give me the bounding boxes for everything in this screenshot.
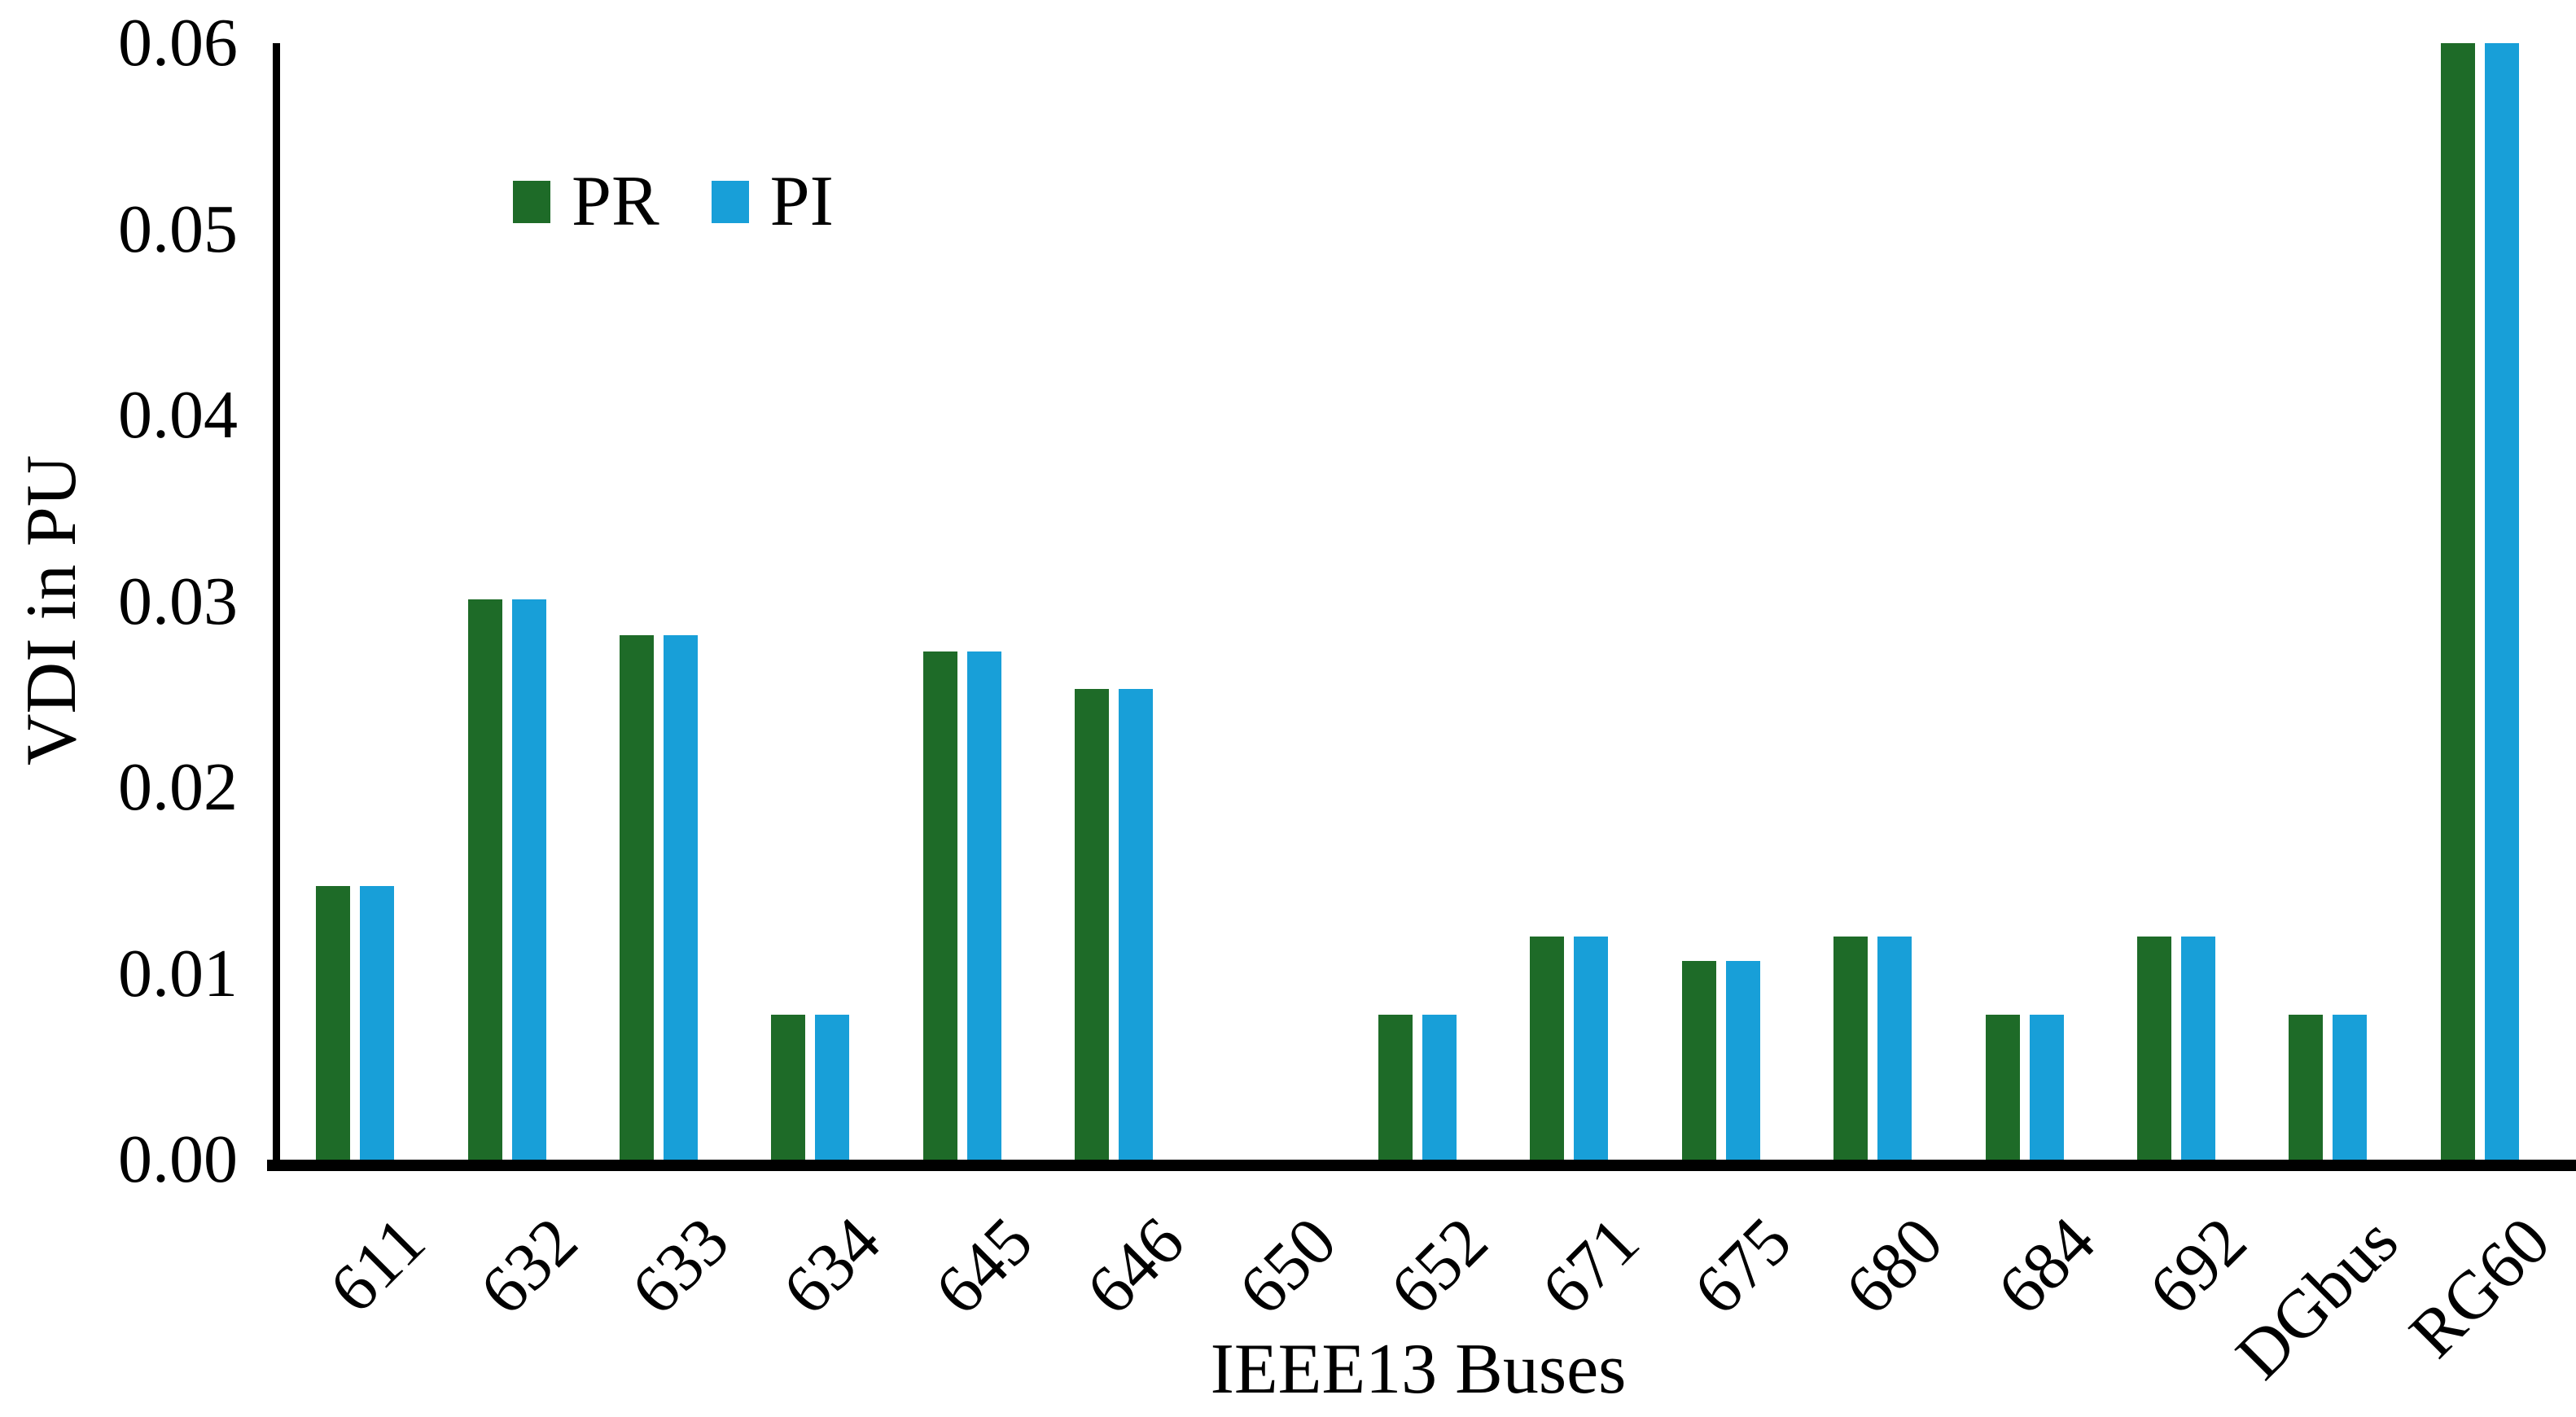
bar-pr-680	[1833, 937, 1868, 1160]
x-tick-680: 680	[1831, 1203, 1958, 1330]
legend-swatch-pi	[711, 181, 749, 223]
x-tick-652: 652	[1376, 1203, 1503, 1330]
bar-pi-634	[815, 1015, 850, 1160]
y-tick-0.04: 0.04	[118, 377, 238, 453]
x-tick-611: 611	[315, 1203, 440, 1327]
y-tick-0.01: 0.01	[118, 935, 238, 1011]
y-tick-0.06: 0.06	[118, 5, 238, 81]
y-tick-0.03: 0.03	[118, 563, 238, 639]
bar-pr-DGbus	[2289, 1015, 2324, 1160]
x-tick-675: 675	[1680, 1203, 1806, 1330]
bar-pi-652	[1422, 1015, 1457, 1160]
x-tick-684: 684	[1982, 1203, 2109, 1330]
bar-pi-646	[1119, 689, 1154, 1160]
bar-pi-684	[2029, 1015, 2064, 1160]
bar-pr-645	[922, 651, 957, 1160]
legend-swatch-pr	[513, 181, 550, 223]
bar-pr-632	[467, 599, 502, 1160]
bar-pi-671	[1574, 937, 1609, 1160]
x-tick-634: 634	[769, 1203, 896, 1330]
y-tick-0.05: 0.05	[118, 191, 238, 267]
x-tick-645: 645	[921, 1203, 1047, 1330]
x-tick-632: 632	[465, 1203, 592, 1330]
bar-pi-RG60	[2484, 43, 2519, 1160]
bar-pr-692	[2137, 937, 2171, 1160]
bar-pr-634	[771, 1015, 806, 1160]
bar-pr-RG60	[2440, 43, 2475, 1160]
legend: PR PI	[513, 165, 834, 239]
bar-pi-DGbus	[2333, 1015, 2368, 1160]
y-tick-0.02: 0.02	[118, 749, 238, 825]
x-tick-650: 650	[1224, 1203, 1351, 1330]
bar-pr-671	[1530, 937, 1565, 1160]
bar-pr-646	[1075, 689, 1110, 1160]
bar-pi-611	[360, 886, 395, 1160]
legend-label-pi: PI	[769, 162, 834, 241]
x-tick-633: 633	[617, 1203, 744, 1330]
bar-pi-645	[966, 651, 1001, 1160]
y-tick-0.00: 0.00	[118, 1121, 238, 1197]
bar-pi-632	[511, 599, 546, 1160]
x-tick-646: 646	[1072, 1203, 1199, 1330]
y-axis-line	[273, 43, 280, 1171]
bar-pr-652	[1378, 1015, 1413, 1160]
bar-pr-684	[1985, 1015, 2020, 1160]
bar-pr-633	[620, 635, 654, 1160]
bar-pr-675	[1681, 961, 1716, 1160]
bar-pi-675	[1725, 961, 1760, 1160]
bar-pi-633	[664, 635, 698, 1160]
x-tick-671: 671	[1527, 1203, 1654, 1330]
bar-pi-680	[1877, 937, 1912, 1160]
x-tick-692: 692	[2135, 1203, 2262, 1330]
bar-pi-692	[2181, 937, 2215, 1160]
bar-pr-611	[316, 886, 351, 1160]
legend-label-pr: PR	[572, 162, 659, 241]
x-axis-line	[267, 1160, 2576, 1171]
x-axis-title: IEEE13 Buses	[1210, 1330, 1627, 1409]
